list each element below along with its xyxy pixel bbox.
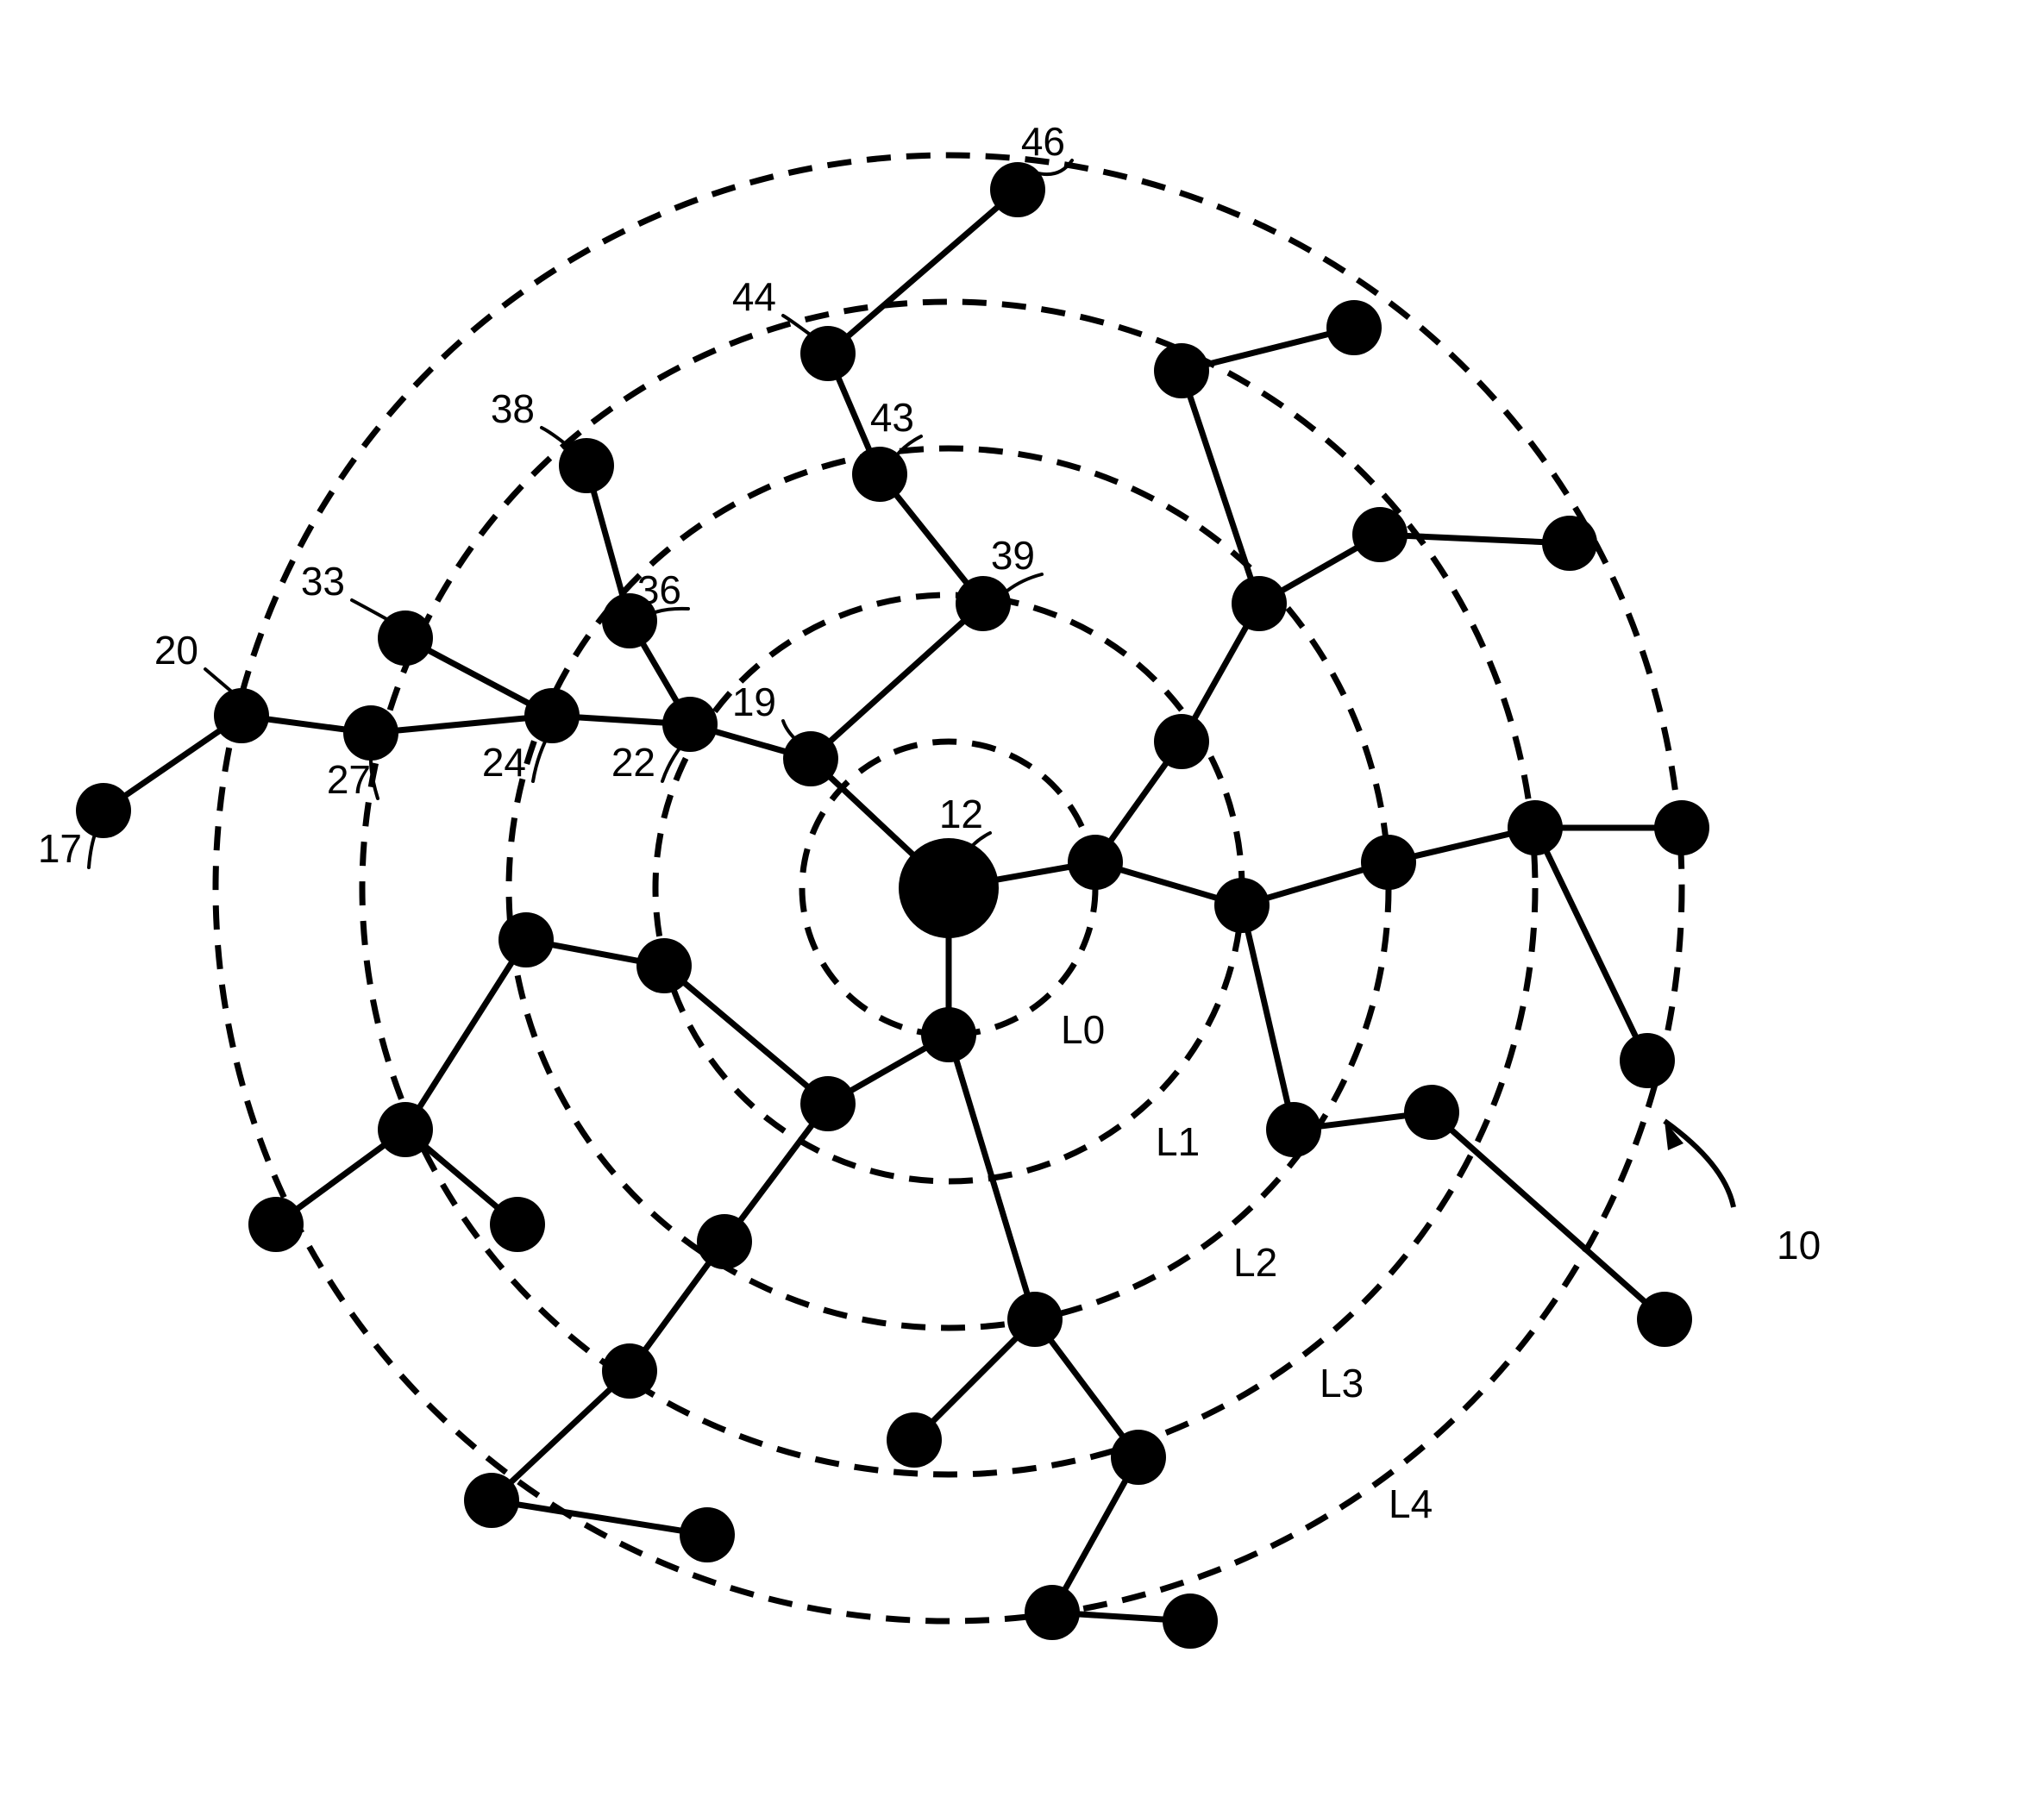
node-n27 [343,705,398,761]
edge-r4c-r5d [1535,828,1647,1061]
edge-r4d-r5e [1432,1112,1665,1319]
ring-label-L4: L4 [1389,1481,1433,1526]
node-b4a [602,1343,657,1399]
edge-b1-b3b [949,1035,1035,1319]
ring-label-L2: L2 [1233,1240,1277,1285]
node-r5b [1542,516,1597,571]
node-r5a [1326,300,1382,355]
network-diagram: L0L1L2L3L4 4644433839363319222427201712 … [0,0,2044,1797]
callout-20: 20 [154,628,198,673]
callout-22: 22 [611,740,655,785]
callout-36: 36 [637,567,681,612]
callout-24: 24 [482,740,526,785]
node-b3b [1007,1292,1063,1347]
callout-27: 27 [327,757,371,802]
edge-r2b-r3c [1242,905,1294,1130]
node-b2 [800,1076,856,1131]
node-r3b [1361,835,1416,890]
node-bl4b [490,1197,545,1252]
node-b4c [1111,1430,1166,1485]
callout-46: 46 [1021,119,1065,164]
graph-nodes [76,162,1709,1649]
node-n22 [662,697,718,752]
node-n24 [524,688,580,743]
edge-n44-n46 [828,190,1018,354]
node-b5a [464,1473,519,1528]
node-r2b [1214,878,1270,933]
callout-12: 12 [939,792,983,836]
node-b3a [697,1214,752,1269]
edge-bl3-bl4a [405,940,526,1130]
callout-33: 33 [301,559,345,604]
callout-43: 43 [870,395,914,440]
node-r4d [1404,1085,1459,1140]
leader-20 [205,669,235,694]
ring-label-L0: L0 [1061,1007,1105,1052]
callout-39: 39 [991,533,1035,578]
ring-label-L1: L1 [1156,1119,1200,1164]
edge-n19-n39 [811,604,983,759]
node-bl5 [248,1197,304,1252]
callout-44: 44 [732,274,776,319]
node-C [899,838,999,938]
leader-33 [352,600,390,621]
figure-reference: 10 [1665,1121,1821,1268]
node-r5d [1620,1033,1675,1088]
node-r4c [1508,800,1563,855]
node-r5e [1637,1292,1692,1347]
node-b5b [680,1507,735,1562]
edge-b4a-b5a [492,1371,630,1500]
callout-38: 38 [491,386,535,431]
node-n20 [214,688,269,743]
node-r4b [1352,507,1408,562]
edge-b2-bl2 [664,966,828,1104]
figure-ref-label: 10 [1777,1223,1821,1268]
edge-r4b-r5b [1380,535,1570,543]
node-n17 [76,783,131,838]
node-bl2 [636,938,692,993]
node-n19 [783,731,838,786]
edge-r3a-r4a [1182,371,1259,604]
node-r2a [1154,714,1209,769]
node-b5d [1163,1594,1218,1649]
node-r3a [1232,576,1287,631]
callout-17: 17 [38,826,82,871]
node-callouts: 46 44 43 38 39 36 33 19 22 24 27 20 17 12 [38,119,1072,871]
node-b5c [1025,1585,1080,1640]
node-b4b [887,1412,942,1468]
node-r3c [1266,1102,1321,1157]
callout-19: 19 [732,679,776,724]
node-r1 [1068,835,1123,890]
node-b1 [921,1007,976,1062]
ring-label-L3: L3 [1320,1361,1364,1406]
node-bl3 [498,912,554,967]
node-r4a [1154,343,1209,398]
leader-19 [783,721,798,742]
node-r5c [1654,800,1709,855]
node-n39 [956,576,1011,631]
leader-38 [542,428,571,448]
node-n46 [990,162,1045,217]
node-bl4a [378,1102,433,1157]
